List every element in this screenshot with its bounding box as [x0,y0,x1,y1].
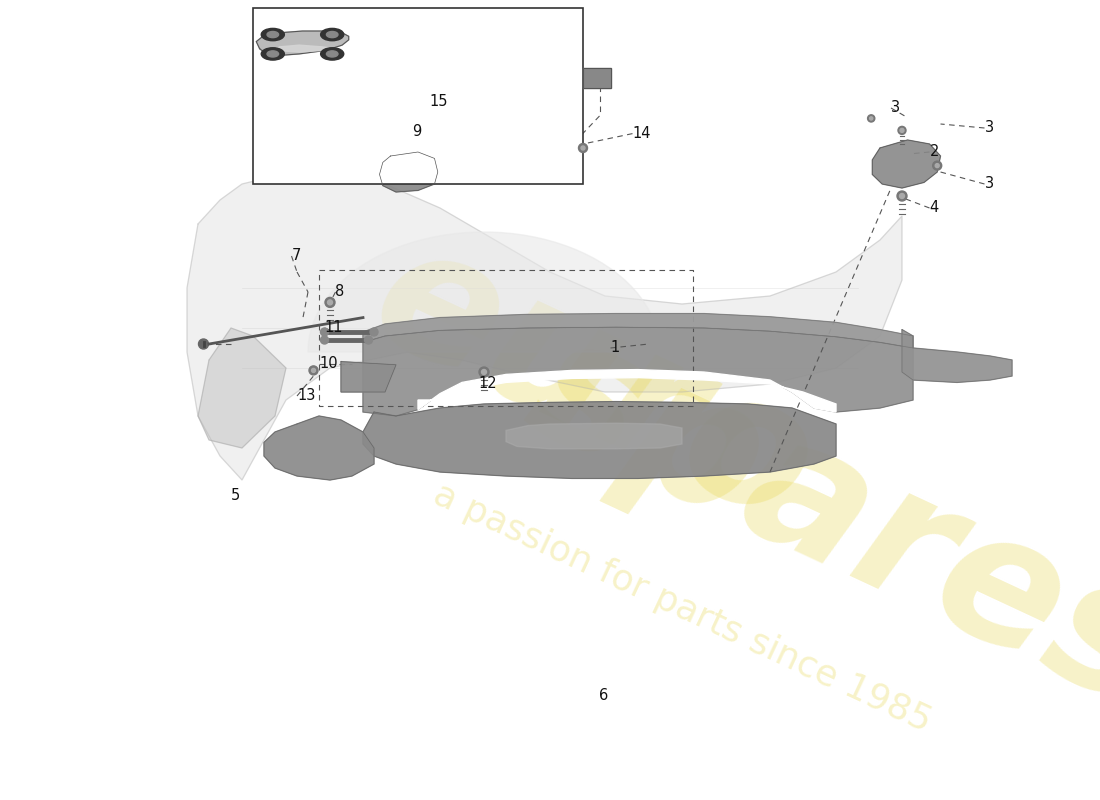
Polygon shape [308,232,660,352]
Circle shape [198,339,209,349]
Circle shape [900,128,904,132]
Ellipse shape [321,48,343,60]
Circle shape [579,143,587,153]
Circle shape [320,336,329,344]
Circle shape [870,117,872,120]
Polygon shape [363,402,836,478]
Text: 15: 15 [429,94,448,109]
Polygon shape [506,423,682,449]
Circle shape [896,191,907,201]
Text: 1: 1 [610,341,619,355]
Circle shape [370,328,378,336]
Circle shape [320,328,329,336]
Circle shape [324,298,336,307]
Text: 14: 14 [632,126,651,141]
Text: 3: 3 [891,101,900,115]
Polygon shape [872,140,940,188]
Text: 2: 2 [930,145,939,159]
Text: 11: 11 [324,321,343,335]
Ellipse shape [262,48,284,60]
Circle shape [898,126,906,134]
Polygon shape [198,328,286,448]
Polygon shape [418,370,836,412]
Circle shape [309,366,318,375]
Text: 3: 3 [984,121,993,135]
Bar [583,68,610,88]
Circle shape [581,146,585,150]
Polygon shape [363,327,913,416]
Circle shape [868,114,875,122]
Polygon shape [264,416,374,480]
Polygon shape [256,31,349,56]
Circle shape [933,161,942,170]
Bar [583,68,610,88]
Circle shape [311,368,316,373]
Text: 13: 13 [297,389,316,403]
Polygon shape [383,134,416,157]
Polygon shape [902,330,1012,382]
Polygon shape [341,362,396,392]
Polygon shape [379,152,438,192]
Text: euro: euro [346,206,842,562]
Text: 10: 10 [319,357,338,371]
Text: 6: 6 [600,689,608,703]
Text: spares: spares [503,297,1100,743]
Ellipse shape [327,51,338,57]
Ellipse shape [321,28,343,41]
Text: 8: 8 [336,285,344,299]
Ellipse shape [327,31,338,38]
Text: 4: 4 [930,201,938,215]
Text: 12: 12 [478,377,497,391]
Polygon shape [363,314,913,348]
Text: 3: 3 [984,177,993,191]
Circle shape [482,370,486,374]
Ellipse shape [267,51,278,57]
Circle shape [364,336,373,344]
Polygon shape [276,45,336,52]
Text: 9: 9 [412,125,421,139]
Circle shape [478,367,490,377]
Ellipse shape [262,28,284,41]
Text: 7: 7 [292,249,301,263]
Circle shape [900,194,904,198]
Text: 5: 5 [231,489,240,503]
Polygon shape [187,176,902,480]
Ellipse shape [267,31,278,38]
Circle shape [328,300,332,305]
Text: a passion for parts since 1985: a passion for parts since 1985 [428,478,936,738]
Bar [253,8,583,184]
Circle shape [935,164,939,168]
